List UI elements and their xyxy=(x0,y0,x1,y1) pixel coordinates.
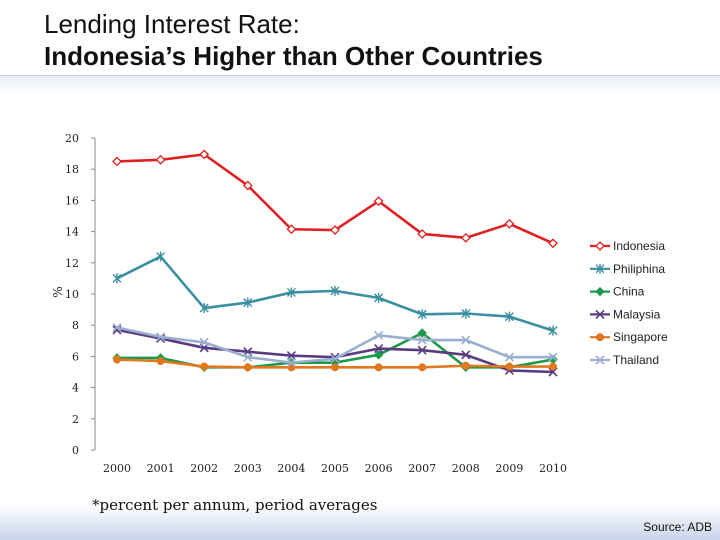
y-tick-label: 6 xyxy=(72,350,79,363)
footnote: *percent per annum, period averages xyxy=(92,496,378,514)
legend-marker-philiphina xyxy=(595,263,605,274)
x-tick-label: 2010 xyxy=(539,462,567,475)
data-point-singapore xyxy=(156,357,165,366)
x-tick-label: 2001 xyxy=(147,462,175,475)
data-point-indonesia xyxy=(330,225,340,235)
source-note: Source: ADB xyxy=(643,520,712,534)
y-axis-label: % xyxy=(51,286,65,297)
y-tick-label: 16 xyxy=(65,194,79,207)
series-line-thailand xyxy=(116,326,553,364)
x-tick-label: 2008 xyxy=(452,462,480,475)
data-point-singapore xyxy=(113,355,121,364)
data-point-thailand xyxy=(417,335,427,345)
y-tick-label: 8 xyxy=(72,319,79,332)
data-point-singapore xyxy=(200,362,209,371)
data-point-thailand xyxy=(199,337,209,347)
legend-marker-singapore xyxy=(596,333,604,342)
data-point-singapore xyxy=(331,363,339,372)
data-point-philiphina xyxy=(199,303,209,314)
y-tick-label: 12 xyxy=(65,257,79,270)
data-point-china xyxy=(373,350,384,360)
data-point-singapore xyxy=(418,363,427,372)
legend-marker-thailand xyxy=(595,355,605,365)
x-tick-label: 2005 xyxy=(321,462,349,475)
data-point-malaysia xyxy=(374,344,384,354)
data-point-malaysia xyxy=(417,345,427,355)
data-point-indonesia xyxy=(112,156,122,167)
data-point-philiphina xyxy=(417,309,427,320)
data-point-thailand xyxy=(330,354,340,364)
data-point-singapore xyxy=(243,363,252,372)
data-point-indonesia xyxy=(504,218,515,229)
y-tick-label: 10 xyxy=(65,288,79,301)
legend-marker-indonesia xyxy=(595,241,605,251)
data-point-thailand xyxy=(243,352,253,362)
data-point-indonesia xyxy=(155,154,166,165)
data-point-singapore xyxy=(549,362,557,371)
data-point-singapore xyxy=(374,363,383,372)
y-tick-label: 20 xyxy=(65,132,79,145)
data-point-singapore xyxy=(461,361,470,370)
data-point-philiphina xyxy=(156,251,166,262)
legend-marker-malaysia xyxy=(595,309,605,319)
data-point-indonesia xyxy=(242,180,253,191)
x-tick-label: 2009 xyxy=(495,462,523,475)
data-point-malaysia xyxy=(286,351,296,361)
x-tick-label: 2002 xyxy=(190,462,218,475)
y-tick-label: 14 xyxy=(65,226,79,239)
footer-band xyxy=(0,505,720,540)
data-point-thailand xyxy=(504,352,514,362)
page-title: Lending Interest Rate: Indonesia’s Highe… xyxy=(44,8,543,72)
legend-label-malaysia: Malaysia xyxy=(613,307,661,321)
legend-marker-china xyxy=(595,286,605,297)
legend-label-china: China xyxy=(613,285,645,299)
data-point-thailand xyxy=(374,330,384,340)
x-tick-label: 2000 xyxy=(103,462,131,475)
data-point-thailand xyxy=(548,352,558,362)
data-point-thailand xyxy=(461,335,471,345)
data-point-singapore xyxy=(505,362,514,371)
data-point-thailand xyxy=(112,322,122,333)
data-point-philiphina xyxy=(286,287,296,298)
data-point-thailand xyxy=(286,358,296,368)
legend-label-singapore: Singapore xyxy=(613,330,668,344)
title-divider xyxy=(0,75,720,76)
data-point-thailand xyxy=(156,332,166,342)
legend-label-thailand: Thailand xyxy=(613,353,659,367)
y-tick-label: 0 xyxy=(72,444,79,457)
legend-label-indonesia: Indonesia xyxy=(613,239,665,253)
data-point-philiphina xyxy=(504,311,514,322)
data-point-philiphina xyxy=(461,308,471,319)
data-point-indonesia xyxy=(199,149,210,160)
data-point-indonesia xyxy=(460,232,471,243)
data-point-philiphina xyxy=(374,292,384,303)
data-point-indonesia xyxy=(548,238,558,249)
x-tick-label: 2004 xyxy=(277,462,305,475)
data-point-philiphina xyxy=(112,273,122,284)
legend-label-philiphina: Philiphina xyxy=(613,262,665,276)
y-tick-label: 2 xyxy=(72,413,79,426)
x-tick-label: 2006 xyxy=(365,462,393,475)
x-tick-label: 2003 xyxy=(234,462,262,475)
x-tick-label: 2007 xyxy=(408,462,436,475)
data-point-indonesia xyxy=(286,224,297,235)
y-tick-label: 4 xyxy=(72,382,79,395)
title-line-2: Indonesia’s Higher than Other Countries xyxy=(44,41,543,71)
title-band xyxy=(0,76,720,92)
data-point-philiphina xyxy=(243,297,253,308)
data-point-malaysia xyxy=(461,350,471,360)
data-point-philiphina xyxy=(330,285,340,296)
data-point-philiphina xyxy=(548,325,558,336)
data-point-china xyxy=(417,328,427,338)
data-point-indonesia xyxy=(417,229,428,239)
title-line-1: Lending Interest Rate: xyxy=(44,9,300,39)
y-tick-label: 18 xyxy=(65,163,79,176)
data-point-indonesia xyxy=(373,196,384,207)
